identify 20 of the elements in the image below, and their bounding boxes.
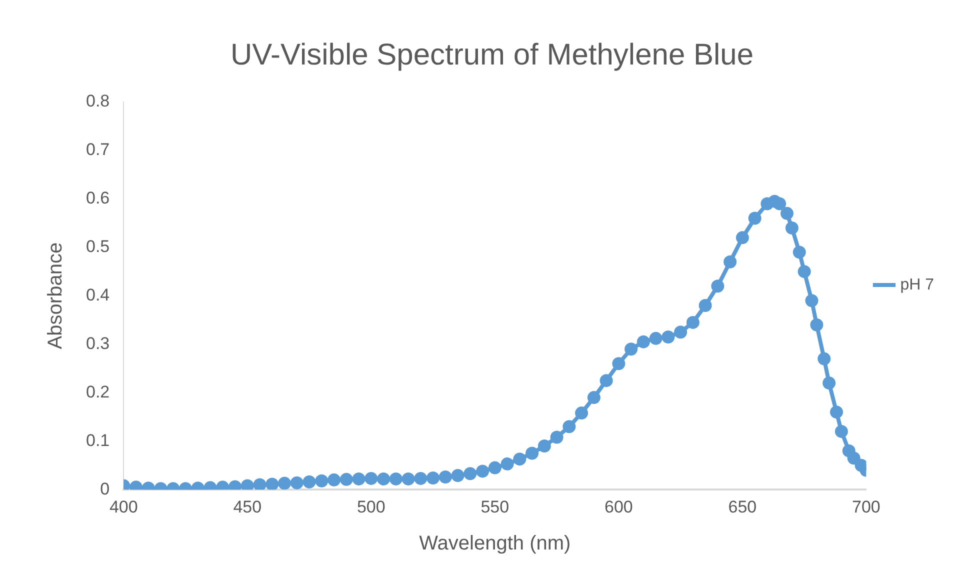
y-tick-label: 0.2 <box>86 382 110 402</box>
y-axis-title: Absorbance <box>44 242 67 350</box>
x-tick-label: 550 <box>480 497 510 516</box>
x-tick-label: 700 <box>852 497 880 516</box>
x-tick-label: 650 <box>728 497 757 516</box>
x-axis-title: Wavelength (nm) <box>419 532 571 555</box>
y-tick-label: 0.8 <box>86 92 110 111</box>
y-tick-label: 0.7 <box>86 140 110 160</box>
x-tick-label: 450 <box>233 497 262 516</box>
x-tick-label: 400 <box>109 497 138 516</box>
x-tick-label: 500 <box>356 497 386 516</box>
y-tick-label: 0.6 <box>86 188 110 208</box>
y-tick-label: 0.4 <box>86 285 110 304</box>
legend-label: pH 7 <box>900 276 934 294</box>
y-tick-label: 0.3 <box>86 334 110 353</box>
y-tick-label: 0.1 <box>86 430 110 450</box>
chart-title: UV-Visible Spectrum of Methylene Blue <box>230 38 754 72</box>
y-tick-label: 0 <box>100 479 110 498</box>
y-tick-label: 0.5 <box>86 237 110 256</box>
x-tick-label: 600 <box>604 497 633 516</box>
